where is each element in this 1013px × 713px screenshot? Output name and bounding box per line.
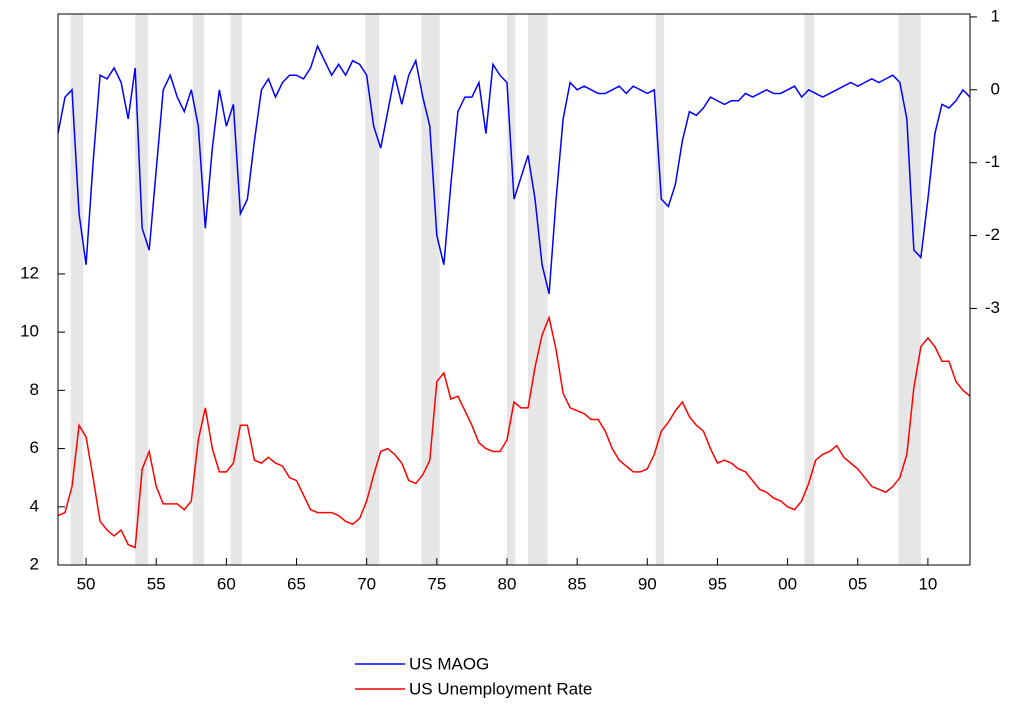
legend-label: US Unemployment Rate: [409, 679, 592, 698]
recession-band: [192, 14, 204, 565]
x-tick-label: 55: [147, 574, 166, 593]
recession-band: [421, 14, 440, 565]
recession-band: [230, 14, 242, 565]
x-tick-label: 75: [427, 574, 446, 593]
x-tick-label: 50: [77, 574, 96, 593]
recession-band: [898, 14, 921, 565]
recession-band: [506, 14, 516, 565]
y2-tick-label: 0: [991, 79, 1000, 98]
x-tick-label: 10: [918, 574, 937, 593]
x-tick-label: 00: [778, 574, 797, 593]
x-tick-label: 95: [708, 574, 727, 593]
series-line: [57, 315, 971, 549]
y2-tick-label: -1: [985, 152, 1000, 171]
y-tick-label: 10: [20, 322, 39, 341]
recession-band: [655, 14, 665, 565]
series-line: [57, 44, 971, 295]
y-tick-label: 4: [30, 496, 39, 515]
plot-layer: [57, 44, 971, 549]
y-tick-label: 12: [20, 263, 39, 282]
y-tick-label: 8: [30, 380, 39, 399]
y-tick-label: 6: [30, 438, 39, 457]
y2-tick-label: 1: [991, 6, 1000, 25]
shading-layer: [70, 14, 921, 565]
x-tick-label: 85: [568, 574, 587, 593]
y-tick-label: 2: [30, 554, 39, 573]
plot-frame: [57, 13, 971, 566]
y2-tick-label: -3: [985, 298, 1000, 317]
legend-label: US MAOG: [409, 654, 489, 673]
x-tick-label: 80: [498, 574, 517, 593]
recession-band: [804, 14, 815, 565]
x-tick-label: 90: [638, 574, 657, 593]
recession-band: [365, 14, 380, 565]
x-tick-label: 05: [848, 574, 867, 593]
x-tick-label: 65: [287, 574, 306, 593]
x-tick-label: 70: [357, 574, 376, 593]
x-tick-label: 60: [217, 574, 236, 593]
y2-tick-label: -2: [985, 225, 1000, 244]
recession-band: [528, 14, 548, 565]
